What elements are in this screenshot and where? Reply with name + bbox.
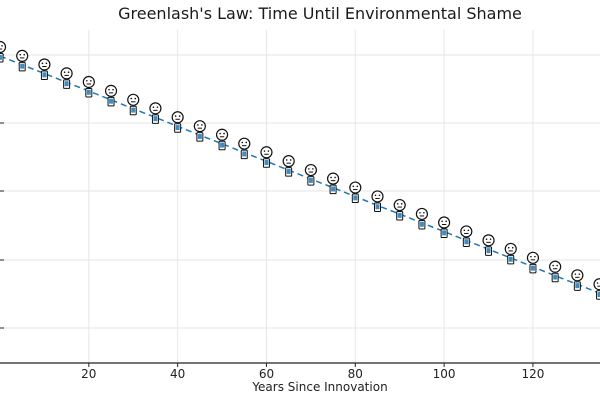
x-tick-label: 80 [348,367,363,381]
face-icon [16,49,29,63]
face-icon [38,58,51,71]
face-icon [238,137,251,150]
face-icon [504,242,517,256]
face-icon [526,251,540,264]
face-icon [326,172,340,185]
data-point [215,128,229,151]
data-point [260,146,273,168]
face-icon [282,155,295,168]
series-line [0,55,600,294]
face-icon [149,102,162,115]
face-icon [127,93,140,106]
face-icon [104,84,118,97]
data-point [38,58,51,80]
face-icon [593,278,600,291]
x-tick-label: 120 [521,367,544,381]
data-point [549,260,562,283]
data-point [393,198,406,221]
face-icon [549,260,562,273]
face-icon [349,181,362,194]
x-tick-label: 100 [433,367,456,381]
data-point [193,120,206,142]
data-point [238,137,251,160]
data-point [82,75,95,98]
face-icon [215,128,229,141]
data-point [282,155,295,177]
data-point [16,49,29,72]
x-tick-label: 60 [259,367,274,381]
face-icon [571,269,584,282]
face-icon [393,198,406,212]
chart-title: Greenlash's Law: Time Until Environmenta… [118,4,522,23]
face-icon [415,207,429,221]
face-icon [0,40,7,54]
data-point [304,163,317,186]
face-icon [371,190,384,203]
data-point [526,251,540,274]
data-point [326,172,340,195]
x-ticks: 20 40 60 80 100 120 [81,363,544,381]
data-point [460,225,473,247]
face-icon [260,146,273,159]
data-point [415,207,429,230]
data-point [371,190,384,212]
data-point [104,84,118,107]
data-point [0,40,7,63]
data-point [60,67,73,89]
data-point [349,181,362,204]
face-icon [82,75,95,89]
data-point [504,242,517,265]
data-point [571,269,584,291]
face-icon [193,120,206,133]
data-point [482,234,495,256]
face-icon [460,225,473,238]
data-point [171,111,184,133]
grid [0,30,600,363]
x-tick-label: 20 [81,367,96,381]
face-icon [482,234,495,247]
face-icon [60,67,73,80]
face-icon [438,216,451,229]
data-point [149,102,162,124]
data-point [127,93,140,116]
data-point [438,216,451,239]
x-axis-label: Years Since Innovation [251,380,387,394]
data-point [593,278,600,300]
face-icon [304,163,317,177]
face-icon [171,111,184,124]
series-group [0,40,600,300]
x-tick-label: 40 [170,367,185,381]
